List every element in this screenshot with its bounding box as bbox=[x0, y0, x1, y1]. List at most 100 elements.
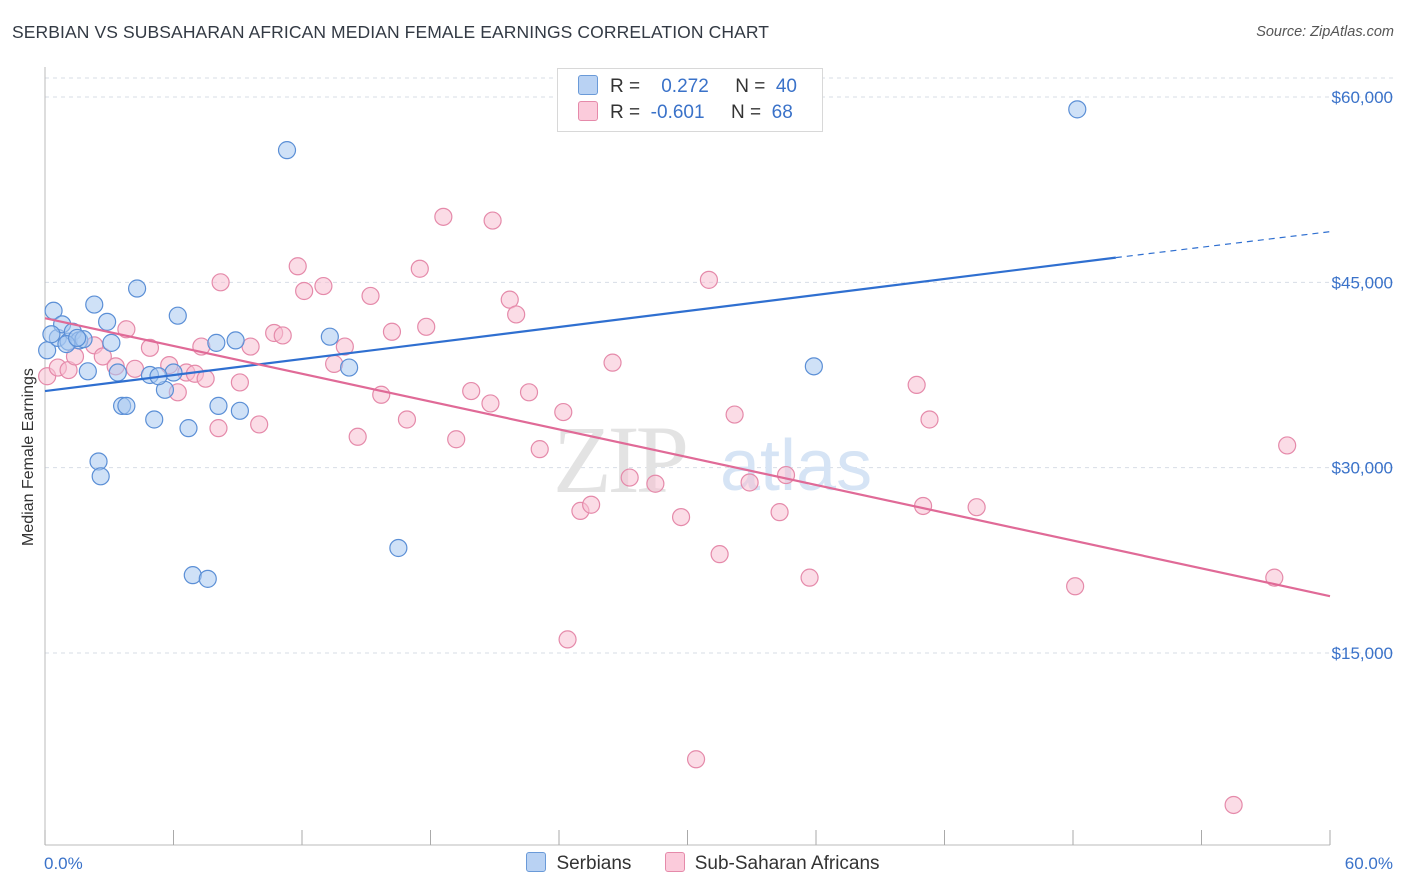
point-serbians bbox=[98, 312, 117, 331]
trend-line-serbians-extension bbox=[1115, 231, 1331, 259]
point-africans bbox=[740, 473, 759, 492]
point-serbians bbox=[68, 328, 87, 348]
point-africans bbox=[462, 381, 481, 401]
point-africans bbox=[1265, 568, 1284, 587]
point-africans bbox=[770, 503, 789, 522]
legend-swatch-serbians bbox=[526, 852, 547, 872]
legend-n-value-africans: 68 bbox=[771, 102, 793, 123]
series-africans-points bbox=[38, 207, 1297, 815]
point-africans bbox=[800, 568, 819, 587]
bottom-legend: Serbians Sub-Saharan Africans bbox=[0, 852, 1406, 875]
point-serbians bbox=[127, 279, 147, 298]
point-serbians bbox=[1068, 100, 1087, 119]
point-africans bbox=[710, 545, 729, 564]
x-tick-label-max: 60.0% bbox=[1345, 854, 1393, 873]
point-africans bbox=[1066, 577, 1085, 596]
point-serbians bbox=[117, 396, 136, 415]
trend-lines bbox=[44, 231, 1331, 598]
point-serbians bbox=[340, 358, 359, 377]
legend-label-serbians: Serbians bbox=[556, 853, 632, 874]
point-africans bbox=[776, 465, 796, 485]
legend-item-serbians: Serbians bbox=[526, 852, 631, 875]
legend-box: R = 0.272 N = 40 R = -0.601 N = 68 bbox=[557, 68, 823, 132]
legend-n-value-serbians: 40 bbox=[775, 76, 797, 97]
point-serbians bbox=[42, 325, 61, 344]
point-africans bbox=[348, 427, 367, 446]
point-serbians bbox=[230, 401, 249, 420]
watermark-atlas: atlas bbox=[720, 426, 872, 506]
legend-swatch-africans bbox=[664, 852, 685, 872]
point-africans bbox=[117, 320, 136, 339]
point-serbians bbox=[320, 327, 339, 346]
point-serbians bbox=[102, 333, 121, 352]
point-serbians bbox=[198, 569, 217, 588]
watermark-zip: ZIP bbox=[553, 406, 686, 513]
point-africans bbox=[530, 440, 549, 459]
source-label: Source: ZipAtlas.com bbox=[1256, 24, 1394, 40]
point-africans bbox=[671, 507, 691, 527]
point-africans bbox=[620, 468, 639, 487]
legend-r-label: R = bbox=[610, 76, 641, 97]
point-africans bbox=[483, 211, 502, 230]
legend-swatch-africans bbox=[578, 101, 598, 121]
point-africans bbox=[288, 257, 307, 276]
chart-title: SERBIAN VS SUBSAHARAN AFRICAN MEDIAN FEM… bbox=[12, 22, 770, 42]
point-africans bbox=[725, 405, 744, 424]
point-serbians bbox=[277, 141, 297, 160]
legend-row-africans: R = -0.601 N = 68 bbox=[578, 101, 793, 127]
point-africans bbox=[314, 276, 333, 296]
legend-item-africans: Sub-Saharan Africans bbox=[664, 852, 880, 875]
point-africans bbox=[93, 347, 112, 366]
point-africans bbox=[1224, 795, 1243, 815]
point-africans bbox=[230, 373, 249, 392]
point-africans bbox=[519, 383, 539, 402]
legend-n-label: N = bbox=[735, 76, 766, 97]
axes bbox=[44, 67, 1331, 846]
point-africans bbox=[558, 630, 577, 649]
point-africans bbox=[273, 326, 292, 345]
point-africans bbox=[507, 305, 526, 324]
legend-r-value-serbians: 0.272 bbox=[661, 76, 709, 97]
point-serbians bbox=[183, 566, 202, 585]
point-africans bbox=[382, 322, 402, 341]
point-africans bbox=[295, 281, 314, 301]
point-serbians bbox=[91, 467, 110, 486]
point-africans bbox=[335, 337, 354, 356]
point-serbians bbox=[207, 333, 226, 352]
point-africans bbox=[646, 474, 665, 493]
point-serbians bbox=[89, 452, 108, 471]
point-africans bbox=[907, 375, 926, 394]
point-africans bbox=[967, 498, 986, 517]
legend-row-serbians: R = 0.272 N = 40 bbox=[578, 75, 797, 101]
trend-line-africans bbox=[44, 317, 1331, 598]
legend-n-label: N = bbox=[730, 102, 762, 123]
legend-swatch-serbians bbox=[578, 75, 598, 95]
point-africans bbox=[920, 410, 939, 429]
point-africans bbox=[410, 259, 429, 278]
y-axis-title: Median Female Earnings bbox=[20, 368, 37, 546]
point-serbians bbox=[179, 419, 198, 438]
point-africans bbox=[361, 286, 380, 306]
point-africans bbox=[686, 750, 706, 769]
watermark: ZIP atlas bbox=[553, 406, 872, 513]
point-africans bbox=[434, 207, 453, 226]
legend-r-value-africans: -0.601 bbox=[650, 102, 705, 123]
point-serbians bbox=[145, 410, 164, 429]
trend-line-serbians bbox=[44, 256, 1116, 393]
point-serbians bbox=[108, 363, 127, 382]
legend-label-africans: Sub-Saharan Africans bbox=[694, 853, 880, 874]
y-tick-label: $30,000 bbox=[1332, 459, 1393, 478]
point-africans bbox=[699, 270, 719, 289]
point-serbians bbox=[78, 362, 97, 381]
axis-labels: $15,000 $30,000 $45,000 $60,000 0.0% 60.0% Med… bbox=[20, 88, 1393, 873]
point-africans bbox=[209, 419, 228, 438]
point-serbians bbox=[209, 396, 228, 415]
y-tick-label: $15,000 bbox=[1332, 644, 1393, 663]
point-africans bbox=[211, 273, 230, 292]
point-serbians bbox=[226, 331, 245, 350]
point-serbians bbox=[164, 363, 183, 382]
y-tick-label: $45,000 bbox=[1332, 273, 1393, 292]
legend-r-label: R = bbox=[610, 102, 641, 123]
point-africans bbox=[325, 354, 344, 373]
